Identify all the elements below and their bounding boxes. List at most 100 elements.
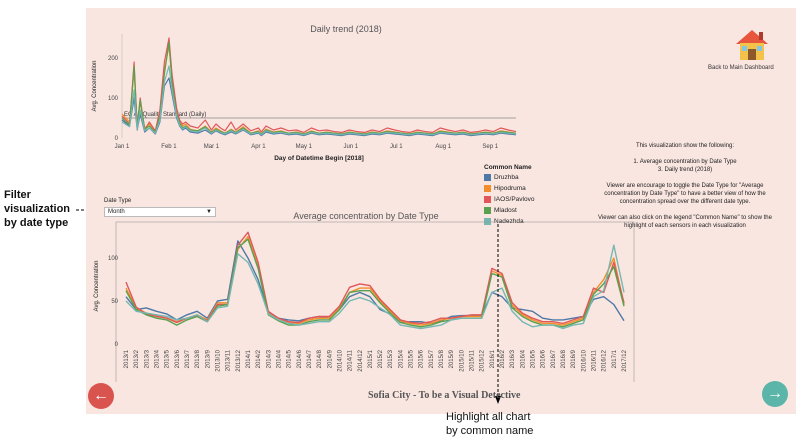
x-tick-label: 2016/11 bbox=[592, 349, 598, 371]
x-tick-label: 2016/10 bbox=[581, 349, 587, 371]
x-tick-label: 2014/6 bbox=[297, 349, 303, 368]
y-tick-label: 100 bbox=[108, 96, 119, 102]
filter-annotation-line: visualization bbox=[4, 203, 71, 215]
x-tick-label: 2014/11 bbox=[348, 349, 354, 371]
x-tick-label: 2013/10 bbox=[215, 349, 221, 371]
x-tick-label: 2015/2 bbox=[378, 349, 384, 368]
description-para1: concentration by Date Type" to have a be… bbox=[604, 191, 766, 197]
x-tick-label: 2015/8 bbox=[439, 349, 445, 368]
x-tick-label: Jun 1 bbox=[343, 144, 358, 150]
x-tick-label: 2016/1 bbox=[490, 349, 496, 368]
x-tick-label: 2017/12 bbox=[622, 349, 628, 371]
x-tick-label: 2013/12 bbox=[236, 349, 242, 371]
legend-swatch bbox=[484, 185, 491, 192]
average-concentration-chart: Average concentration by Date Type 0 50 100… bbox=[94, 211, 635, 382]
x-tick-label: 2014/4 bbox=[276, 349, 282, 368]
x-tick-label: Jan 1 bbox=[115, 144, 130, 150]
x-tick-label: 2013/6 bbox=[175, 349, 181, 368]
legend-swatch bbox=[484, 218, 491, 225]
x-tick-label: 2016/3 bbox=[510, 349, 516, 368]
legend-item-mladost[interactable]: Mladost bbox=[484, 207, 517, 214]
x-tick-label: Jul 1 bbox=[390, 144, 403, 150]
y-tick-label: 0 bbox=[115, 342, 119, 348]
x-tick-label: Apr 1 bbox=[251, 144, 266, 150]
home-button[interactable] bbox=[722, 28, 782, 74]
x-tick-label: 2015/4 bbox=[398, 349, 404, 368]
description-para1: Viewer are encourage to toggle the Date … bbox=[606, 183, 764, 189]
series-line-druzhba bbox=[121, 77, 517, 137]
x-tick-label: 2015/3 bbox=[388, 349, 394, 368]
legend-label: Nadezhda bbox=[494, 218, 524, 225]
x-tick-label: 2017/1 bbox=[612, 349, 618, 368]
x-tick-label: 2016/6 bbox=[541, 349, 547, 368]
legend-item-iaos-pavlovo[interactable]: IAOS/Pavlovo bbox=[484, 196, 534, 203]
back-button[interactable]: ← bbox=[88, 383, 114, 409]
legend-annotation-line: Highlight all chart bbox=[446, 411, 531, 423]
filter-annotation-line: by date type bbox=[4, 217, 69, 229]
description-intro: This visualization show the following: bbox=[635, 143, 735, 149]
x-tick-label: 2016/4 bbox=[520, 349, 526, 368]
x-tick-label: 2016/8 bbox=[561, 349, 567, 368]
y-axis-label: Avg. Concentration bbox=[94, 261, 100, 312]
x-tick-label: 2016/9 bbox=[571, 349, 577, 368]
y-tick-label: 0 bbox=[115, 136, 119, 142]
chevron-down-icon: ▼ bbox=[206, 209, 212, 215]
x-tick-label: 2016/2 bbox=[500, 349, 506, 368]
arrow-left-icon: ← bbox=[93, 387, 109, 404]
y-tick-label: 100 bbox=[108, 256, 119, 262]
filter-annotation-line: Filter bbox=[4, 189, 31, 201]
arrow-right-icon: → bbox=[767, 385, 783, 402]
x-tick-label: Feb 1 bbox=[161, 144, 177, 150]
legend-swatch bbox=[484, 207, 491, 214]
series-line-iaos-pavlovo bbox=[125, 231, 625, 325]
x-tick-label: May 1 bbox=[296, 144, 313, 150]
x-tick-label: 2014/10 bbox=[337, 349, 343, 371]
x-tick-label: 2013/8 bbox=[195, 349, 201, 368]
x-tick-label: Sep 1 bbox=[482, 144, 498, 150]
x-tick-label: Mar 1 bbox=[204, 144, 220, 150]
description-item: 3. Daily trend (2018) bbox=[657, 167, 713, 173]
x-tick-label: 2015/11 bbox=[470, 349, 476, 371]
legend-annotation: Highlight all chart by common name bbox=[446, 410, 533, 438]
x-tick-label: 2013/9 bbox=[205, 349, 211, 368]
x-tick-label: 2016/5 bbox=[531, 349, 537, 368]
x-axis-label: Day of Datetime Begin [2018] bbox=[274, 155, 364, 162]
description-para2: highlight of each sensors in each visual… bbox=[624, 223, 746, 229]
home-button-label[interactable]: Back to Main Dashboard bbox=[708, 65, 774, 71]
legend-swatch bbox=[484, 174, 491, 181]
x-tick-label: 2013/5 bbox=[165, 349, 171, 368]
x-tick-label: 2013/7 bbox=[185, 349, 191, 368]
x-tick-label: 2014/7 bbox=[307, 349, 313, 368]
x-tick-label: 2014/8 bbox=[317, 349, 323, 368]
legend-item-hipodruma[interactable]: Hipodruma bbox=[484, 185, 526, 192]
next-button[interactable]: → bbox=[762, 381, 788, 407]
description-block: This visualization show the following: 1… bbox=[580, 142, 790, 230]
y-tick-label: 200 bbox=[108, 56, 119, 62]
series-line-mladost bbox=[121, 41, 517, 135]
x-tick-label: 2016/12 bbox=[602, 349, 608, 371]
series-line-hipodruma bbox=[125, 235, 625, 326]
x-tick-label: 2014/1 bbox=[246, 349, 252, 368]
x-tick-label: 2014/9 bbox=[327, 349, 333, 368]
footer-title: Sofia City - To be a Visual Detective bbox=[368, 390, 521, 401]
x-tick-label: 2016/7 bbox=[551, 349, 557, 368]
x-tick-label: 2013/2 bbox=[134, 349, 140, 368]
legend-item-nadezhda[interactable]: Nadezhda bbox=[484, 218, 524, 225]
daily-trend-chart: Daily trend (2018) 0 100 200 Jan 1 Feb 1 Mar 1… bbox=[92, 24, 517, 162]
legend-item-druzhba[interactable]: Druzhba bbox=[484, 174, 519, 181]
legend-label: Mladost bbox=[494, 207, 517, 214]
x-tick-label: 2014/12 bbox=[358, 349, 364, 371]
legend-title: Common Name bbox=[484, 164, 532, 171]
description-item: 1. Average concentration by Date Type bbox=[633, 159, 737, 165]
x-tick-label: 2015/5 bbox=[409, 349, 415, 368]
x-tick-label: Aug 1 bbox=[435, 144, 451, 150]
filter-annotation: Filter visualization by date type bbox=[4, 188, 70, 230]
x-tick-label: 2013/3 bbox=[144, 349, 150, 368]
chart-title: Daily trend (2018) bbox=[310, 24, 382, 34]
x-tick-label: 2015/9 bbox=[449, 349, 455, 368]
series-line-nadezhda bbox=[121, 65, 517, 136]
x-tick-label: 2015/6 bbox=[419, 349, 425, 368]
legend-annotation-arrow bbox=[495, 224, 501, 404]
date-type-dropdown[interactable]: Month ▼ bbox=[104, 207, 216, 217]
x-tick-label: 2013/11 bbox=[226, 349, 232, 371]
